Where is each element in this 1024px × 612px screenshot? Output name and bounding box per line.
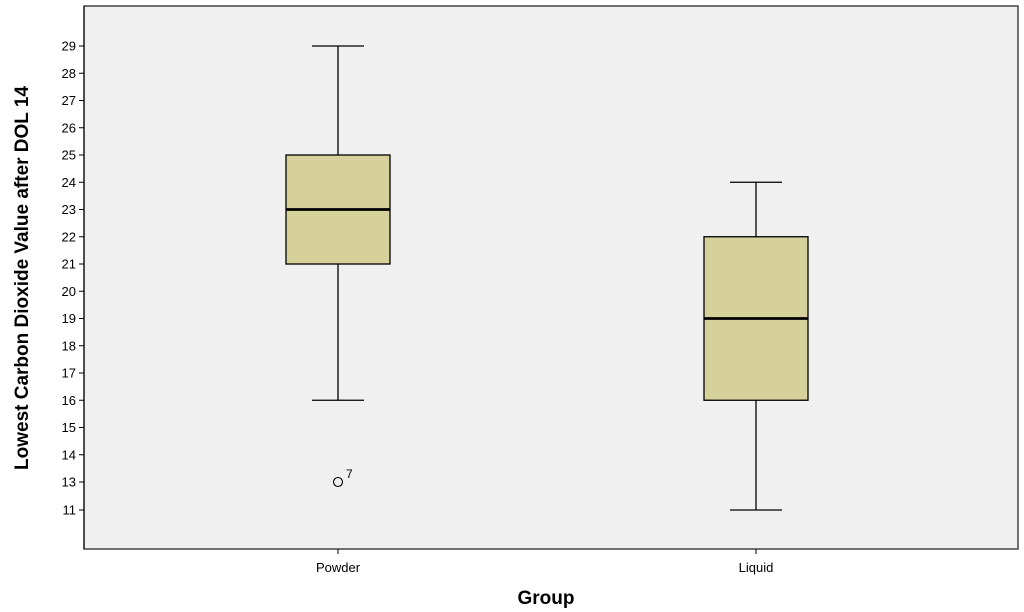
y-tick-label: 25 (62, 148, 76, 163)
x-tick-label: Powder (316, 560, 361, 575)
y-tick-label: 18 (62, 338, 76, 353)
y-tick-label: 24 (62, 175, 76, 190)
y-tick-label: 28 (62, 66, 76, 81)
y-tick-label: 11 (63, 503, 77, 518)
y-tick-label: 22 (62, 229, 76, 244)
y-tick-label: 27 (62, 93, 76, 108)
y-tick-label: 14 (62, 447, 76, 462)
box-powder: 7 (285, 45, 391, 488)
y-tick-label: 20 (62, 284, 76, 299)
plot-area (83, 5, 1019, 550)
y-tick-label: 17 (62, 366, 76, 381)
outlier-point (332, 476, 344, 488)
box-liquid (703, 181, 809, 511)
outlier-label: 7 (346, 467, 353, 481)
y-tick-label: 15 (62, 420, 76, 435)
x-axis-title: Group (518, 588, 575, 609)
y-tick-label: 23 (62, 202, 76, 217)
y-tick-label: 21 (62, 257, 76, 272)
boxes: 7 (285, 45, 809, 511)
x-axis: Powder Liquid (316, 549, 773, 575)
y-axis-title: Lowest Carbon Dioxide Value after DOL 14 (12, 86, 33, 470)
y-tick-label: 29 (62, 39, 76, 54)
y-axis: 11 13 14 15 16 17 18 19 20 21 22 23 24 25 26 27 28 29 (62, 6, 85, 549)
y-tick-label: 13 (62, 475, 76, 490)
y-tick-label: 26 (62, 120, 76, 135)
y-tick-label: 16 (62, 393, 76, 408)
x-tick-label: Liquid (739, 560, 774, 575)
y-tick-label: 19 (62, 311, 76, 326)
